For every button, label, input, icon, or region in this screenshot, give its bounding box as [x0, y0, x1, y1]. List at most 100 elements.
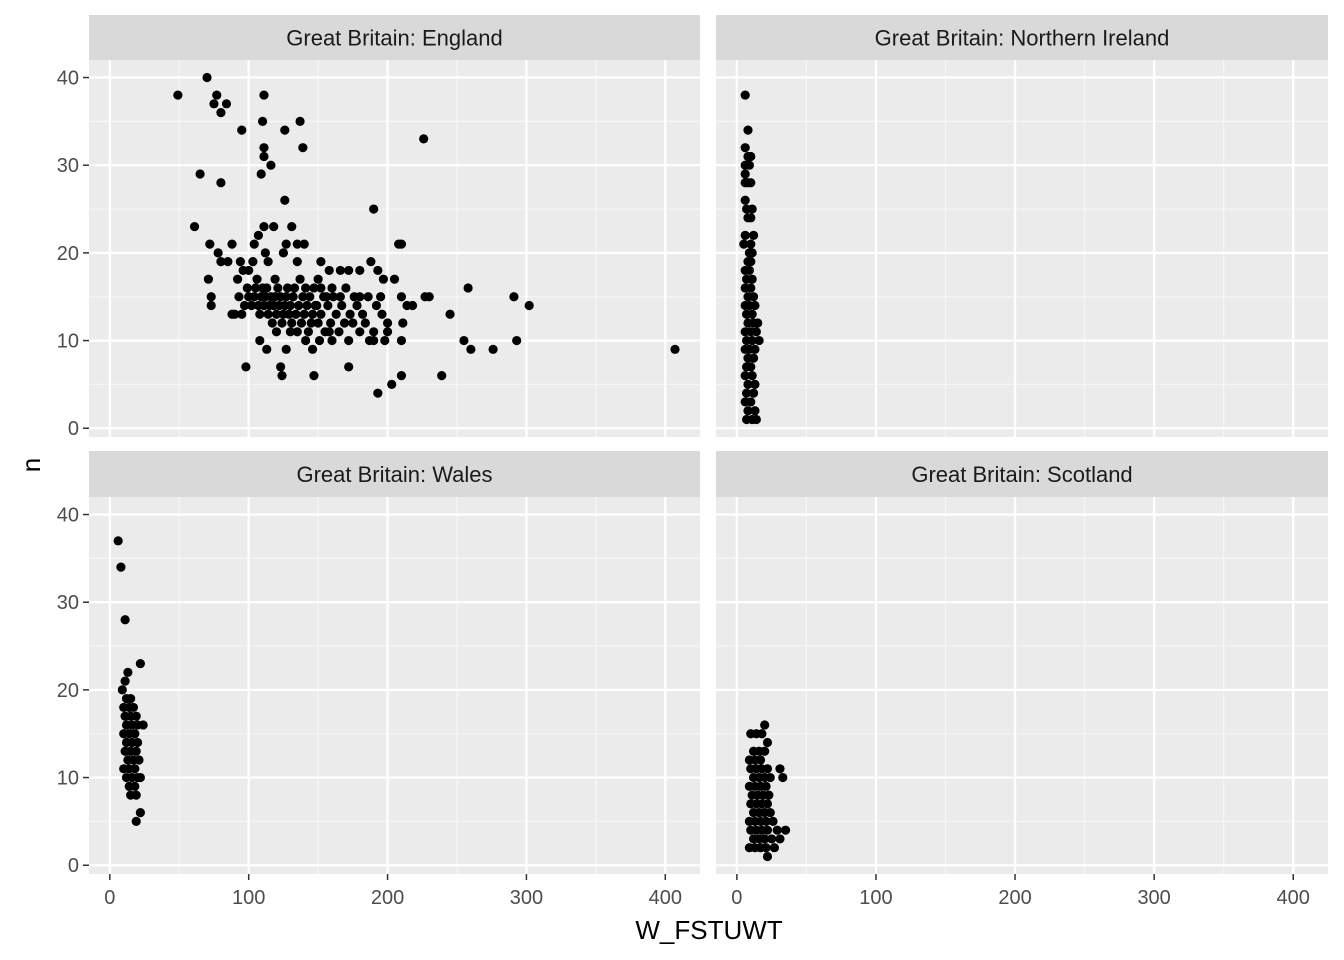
y-tick-label: 20 — [57, 680, 79, 702]
facet-points — [113, 536, 148, 826]
data-point — [263, 309, 273, 319]
data-point — [744, 160, 754, 170]
data-point — [130, 729, 140, 739]
data-point — [373, 265, 383, 276]
data-point — [780, 825, 791, 835]
data-point — [249, 292, 259, 302]
data-point — [285, 300, 295, 311]
data-point — [753, 318, 763, 328]
data-point — [755, 755, 766, 765]
data-point — [309, 371, 319, 381]
data-point — [775, 764, 785, 774]
data-point — [307, 344, 318, 354]
data-point — [277, 318, 287, 328]
facet-points — [744, 720, 791, 862]
x-tick-label: 300 — [1137, 887, 1170, 909]
data-point — [173, 90, 183, 100]
data-point — [138, 720, 148, 730]
data-point — [305, 292, 315, 302]
data-point — [238, 265, 248, 276]
data-point — [344, 335, 354, 346]
data-point — [307, 309, 318, 319]
data-point — [316, 309, 326, 319]
data-point — [266, 160, 276, 170]
data-point — [424, 292, 434, 302]
data-point — [762, 737, 773, 748]
data-point — [230, 309, 240, 319]
data-point — [328, 292, 338, 302]
data-point — [130, 764, 140, 774]
x-axis-title: W_FSTUWT — [635, 915, 782, 945]
data-point — [369, 204, 379, 214]
data-point — [126, 694, 136, 704]
y-tick-label: 0 — [68, 855, 79, 877]
data-point — [306, 318, 316, 328]
data-point — [335, 292, 345, 302]
data-point — [762, 764, 773, 774]
data-point — [387, 379, 397, 389]
data-point — [396, 239, 407, 249]
data-point — [232, 274, 243, 284]
data-point — [740, 195, 750, 205]
data-point — [255, 335, 265, 346]
data-point — [269, 221, 279, 232]
data-point — [746, 283, 756, 293]
data-point — [761, 781, 771, 791]
data-point — [750, 406, 760, 416]
data-point — [767, 834, 777, 844]
x-tick-label: 300 — [510, 887, 543, 909]
data-point — [380, 335, 390, 346]
data-point — [298, 292, 308, 302]
data-point — [378, 274, 388, 284]
data-point — [303, 327, 314, 337]
data-point — [280, 125, 290, 135]
data-point — [762, 799, 773, 809]
data-point — [746, 239, 756, 249]
data-point — [131, 746, 141, 756]
data-point — [344, 362, 354, 372]
data-point — [120, 676, 130, 686]
data-point — [740, 90, 750, 100]
data-point — [772, 825, 782, 835]
y-tick-label: 40 — [57, 505, 79, 527]
data-point — [277, 371, 287, 381]
data-point — [512, 335, 522, 346]
data-point — [748, 353, 759, 363]
data-point — [263, 257, 273, 267]
facet-strip — [89, 15, 700, 60]
data-point — [239, 300, 250, 311]
data-point — [355, 327, 365, 337]
data-point — [746, 362, 756, 372]
data-point — [205, 239, 215, 249]
data-point — [326, 318, 336, 328]
data-point — [282, 283, 293, 293]
data-point — [133, 737, 143, 748]
data-point — [135, 658, 145, 669]
data-point — [345, 309, 355, 319]
facet-points — [739, 90, 764, 425]
data-point — [748, 292, 759, 302]
data-point — [135, 808, 145, 818]
data-point — [760, 746, 770, 756]
data-point — [396, 292, 407, 302]
facet-strip — [716, 451, 1328, 497]
data-point — [739, 239, 749, 249]
data-point — [769, 843, 780, 853]
data-point — [334, 327, 344, 337]
data-point — [762, 851, 773, 862]
data-point — [369, 335, 379, 346]
data-point — [670, 344, 680, 354]
data-point — [344, 265, 354, 276]
data-point — [459, 335, 469, 346]
data-point — [216, 108, 226, 118]
data-point — [237, 309, 247, 319]
data-point — [437, 371, 447, 381]
data-point — [285, 327, 295, 337]
data-point — [396, 371, 407, 381]
data-point — [748, 388, 759, 398]
data-point — [754, 335, 764, 346]
data-point — [316, 257, 326, 267]
data-point — [765, 808, 775, 818]
data-point — [324, 265, 334, 276]
